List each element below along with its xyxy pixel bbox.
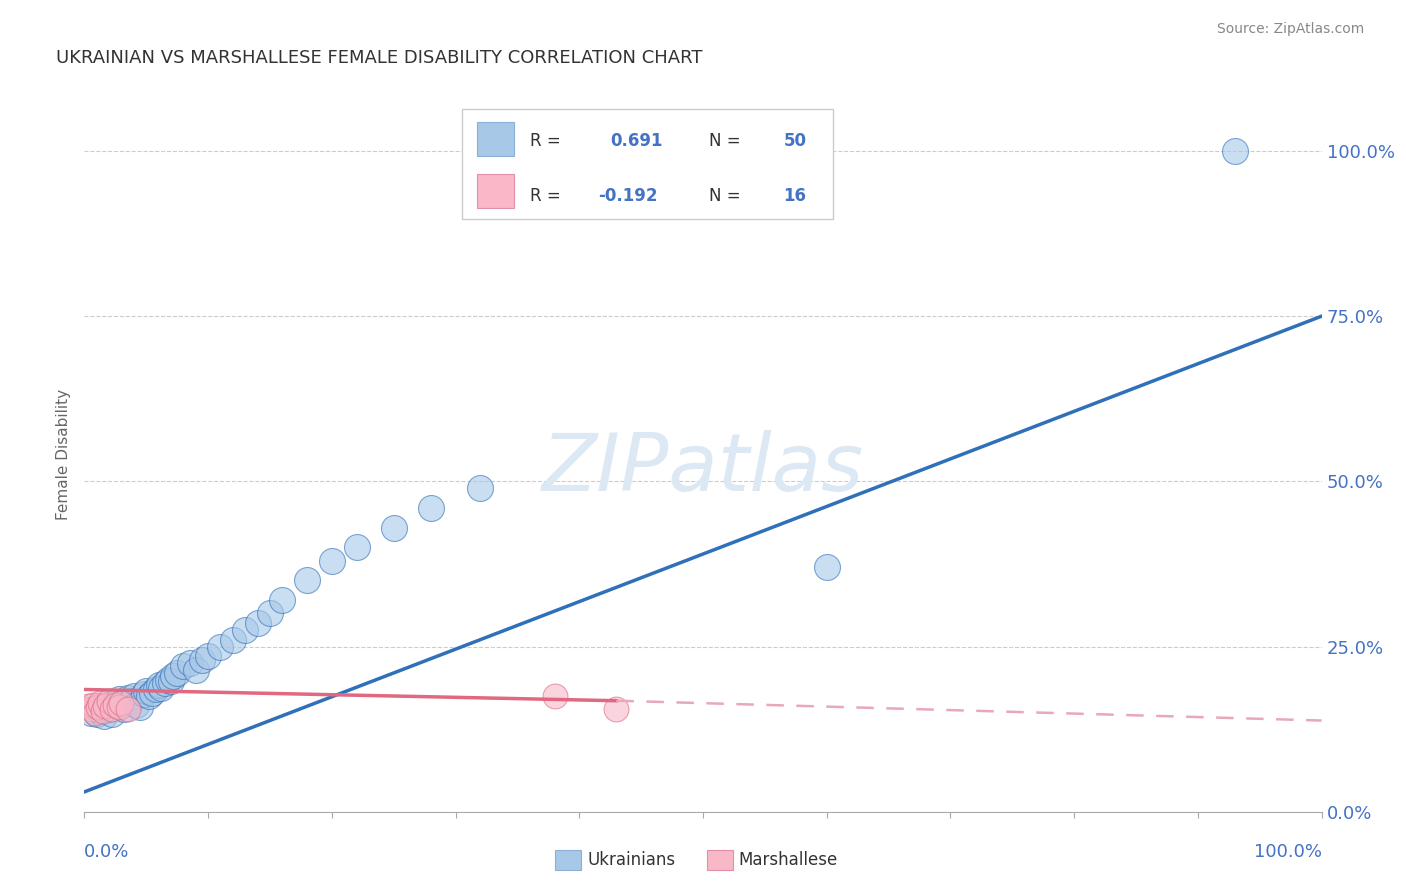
Point [191, 653, 214, 667]
Point [79, 702, 101, 716]
Point [112, 702, 135, 716]
Point [233, 623, 256, 637]
Point [382, 520, 405, 534]
Point [150, 681, 173, 695]
Point [84, 706, 107, 720]
Point [96, 698, 118, 712]
Point [209, 640, 232, 654]
Point [77, 698, 100, 713]
Point [94, 698, 117, 713]
Point [87, 700, 110, 714]
Point [129, 700, 152, 714]
Point [82, 698, 104, 712]
Text: 16: 16 [783, 187, 807, 205]
Text: 0.0%: 0.0% [84, 843, 129, 861]
Text: 50: 50 [783, 132, 807, 150]
Text: 100.0%: 100.0% [1254, 843, 1322, 861]
Bar [477, 122, 513, 156]
Point [117, 691, 139, 706]
Point [346, 541, 368, 555]
Text: R =: R = [530, 187, 565, 205]
Point [179, 656, 201, 670]
Point [98, 694, 121, 708]
Point [125, 698, 148, 712]
Point [160, 673, 183, 688]
Point [110, 698, 132, 713]
Point [89, 696, 111, 710]
Point [83, 702, 105, 716]
Point [100, 706, 122, 721]
Point [271, 593, 294, 607]
Point [104, 698, 127, 712]
Point [141, 686, 163, 700]
Point [815, 560, 838, 574]
Point [100, 702, 122, 716]
Point [122, 689, 145, 703]
Point [157, 673, 180, 687]
Point [419, 500, 441, 515]
Text: R =: R = [530, 132, 565, 150]
Point [91, 700, 114, 714]
Point [605, 702, 627, 716]
Text: UKRAINIAN VS MARSHALLESE FEMALE DISABILITY CORRELATION CHART: UKRAINIAN VS MARSHALLESE FEMALE DISABILI… [56, 49, 703, 67]
Y-axis label: Female Disability: Female Disability [56, 389, 72, 521]
Point [222, 632, 245, 647]
Point [98, 702, 121, 716]
Point [543, 689, 565, 703]
Point [91, 704, 114, 718]
Point [172, 659, 194, 673]
Point [89, 704, 111, 718]
Point [110, 696, 132, 710]
Point [246, 616, 269, 631]
Bar [477, 174, 513, 209]
Point [184, 663, 207, 677]
Point [197, 649, 219, 664]
Point [153, 676, 176, 690]
Text: Marshallese: Marshallese [738, 851, 838, 869]
Text: 0.691: 0.691 [610, 132, 662, 150]
Text: N =: N = [709, 132, 747, 150]
Point [104, 696, 127, 710]
Point [135, 684, 157, 698]
Point [1223, 144, 1246, 158]
Point [162, 669, 184, 683]
Point [86, 706, 108, 721]
Point [89, 698, 111, 713]
Point [120, 694, 142, 708]
Point [117, 702, 139, 716]
Point [321, 554, 343, 568]
Point [93, 709, 115, 723]
Point [108, 700, 131, 714]
Point [138, 689, 160, 703]
Point [470, 481, 492, 495]
Text: Ukrainians: Ukrainians [588, 851, 676, 869]
Text: ZIPatlas: ZIPatlas [541, 430, 865, 508]
Text: Source: ZipAtlas.com: Source: ZipAtlas.com [1216, 22, 1364, 37]
Point [148, 678, 170, 692]
Point [166, 665, 188, 680]
Point [108, 692, 131, 706]
FancyBboxPatch shape [461, 109, 832, 219]
Point [145, 682, 167, 697]
Text: -0.192: -0.192 [598, 187, 658, 205]
Point [295, 574, 318, 588]
Point [79, 706, 101, 720]
Text: N =: N = [709, 187, 747, 205]
Point [259, 607, 281, 621]
Point [132, 687, 155, 701]
